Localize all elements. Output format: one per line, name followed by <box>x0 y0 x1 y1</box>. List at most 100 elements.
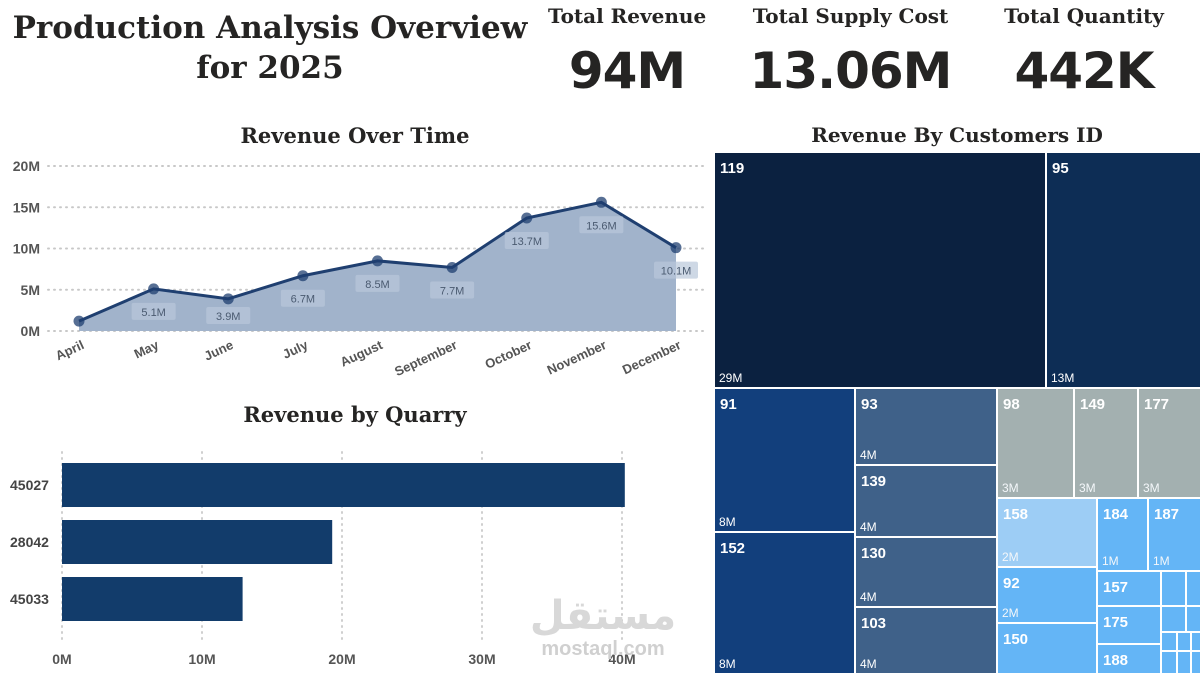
x-tick-label: 10M <box>188 651 215 667</box>
kpi-value: 442K <box>1014 42 1154 100</box>
kpi-total-supply-cost: Total Supply Cost 13.06M <box>748 4 953 100</box>
y-tick-label: 0M <box>21 323 40 339</box>
treemap-tile: 92 2M <box>998 568 1096 622</box>
data-point <box>222 293 234 305</box>
data-label-bg <box>206 307 251 324</box>
treemap-tile-id: 98 <box>1003 396 1020 413</box>
treemap-tile: 158 2M <box>998 499 1096 566</box>
y-tick-label: 28042 <box>10 534 49 550</box>
treemap-tile-id: 175 <box>1103 614 1129 631</box>
kpi-label: Total Supply Cost <box>752 4 949 28</box>
revenue-over-time-chart: 0M 5M 10M 15M 20M April 5.1M May 3.9M June 6.7M Jul… <box>13 158 707 379</box>
treemap-tile: 91 8M <box>715 389 854 531</box>
treemap-tile-small <box>1162 607 1185 631</box>
line-chart-title: Revenue Over Time <box>240 123 470 148</box>
treemap-tile-id: 152 <box>720 540 746 557</box>
treemap-tile: 119 29M <box>715 153 1045 387</box>
y-tick-label: 10M <box>13 241 40 257</box>
treemap-tile-value: 8M <box>719 657 736 671</box>
data-point <box>521 212 533 224</box>
treemap-tile-value: 4M <box>860 657 877 671</box>
treemap-tile-id: 95 <box>1052 160 1069 177</box>
treemap-tile-id: 149 <box>1080 396 1106 413</box>
watermark-text: mostaql.com <box>541 638 665 660</box>
treemap-tile-value: 8M <box>719 515 736 529</box>
treemap-tile: 149 3M <box>1075 389 1137 497</box>
treemap-tile-small <box>1192 633 1200 650</box>
data-label-bg <box>430 281 475 299</box>
treemap-tile: 177 3M <box>1139 389 1200 497</box>
revenue-by-quarry-chart: 0M 10M 20M 30M 40M 45027 28042 45033 <box>10 451 636 667</box>
treemap-tile-value: 3M <box>1079 481 1096 495</box>
x-tick-label: April <box>53 337 86 363</box>
treemap-tile: 98 3M <box>998 389 1073 497</box>
treemap-tile-small <box>1178 652 1190 673</box>
treemap-tile-value: 29M <box>719 371 743 385</box>
x-tick-label: December <box>620 337 683 377</box>
data-label: 5.1M <box>141 307 165 319</box>
data-point <box>297 270 309 282</box>
treemap-tile-id: 188 <box>1103 652 1129 669</box>
treemap-tile-id: 139 <box>861 473 887 490</box>
treemap-tile-id: 93 <box>861 396 878 413</box>
data-label: 6.7M <box>291 294 315 306</box>
bar <box>62 520 333 564</box>
data-label: 3.9M <box>216 311 240 323</box>
y-tick-label: 20M <box>13 158 40 174</box>
treemap-tile-id: 91 <box>720 396 737 413</box>
data-label-bg <box>579 216 624 234</box>
treemap-tile: 93 4M <box>856 389 996 464</box>
kpi-label: Total Quantity <box>1004 4 1164 28</box>
data-point <box>595 196 607 208</box>
page-title-line2: for 2025 <box>196 50 344 86</box>
data-point <box>446 261 458 273</box>
treemap-tile-value: 4M <box>860 520 877 534</box>
treemap-tile-value: 3M <box>1143 481 1160 495</box>
x-tick-label: October <box>483 337 535 372</box>
treemap-tile-value: 13M <box>1051 371 1075 385</box>
page-title-line1: Production Analysis Overview <box>12 10 528 46</box>
x-tick-label: 30M <box>468 651 495 667</box>
data-point <box>372 255 383 267</box>
data-label-bg <box>280 289 325 307</box>
y-tick-label: 15M <box>13 199 40 215</box>
treemap-tile-value: 2M <box>1002 550 1019 564</box>
kpi-value: 94M <box>568 42 686 100</box>
y-tick-label: 45033 <box>10 591 49 607</box>
treemap-tile-small <box>1162 652 1176 673</box>
treemap-tile: 152 8M <box>715 533 854 673</box>
treemap-tile-small <box>1162 572 1185 605</box>
treemap-tile: 139 4M <box>856 466 996 536</box>
kpi-total-revenue: Total Revenue 94M <box>548 4 706 100</box>
treemap-tile-id: 177 <box>1144 396 1170 413</box>
bar-chart-title: Revenue by Quarry <box>243 402 467 427</box>
treemap-title: Revenue By Customers ID <box>811 123 1103 147</box>
data-label: 10.1M <box>661 266 692 278</box>
x-tick-label: September <box>392 337 459 379</box>
data-point <box>148 283 160 295</box>
data-label: 13.7M <box>511 236 542 248</box>
treemap-tile: 157 <box>1098 572 1160 605</box>
treemap-tile-id: 157 <box>1103 579 1129 596</box>
treemap-tile: 175 <box>1098 607 1160 643</box>
x-tick-label: May <box>132 337 162 362</box>
data-label: 15.6M <box>586 220 617 232</box>
data-label-bg <box>654 261 698 279</box>
treemap-tile-small <box>1187 572 1200 605</box>
treemap-tile: 184 1M <box>1098 499 1147 570</box>
revenue-by-customers-treemap: 119 29M 95 13M 91 8M 152 8M 93 4M 139 4M 130 4M 103 4M 9… <box>715 153 1200 673</box>
treemap-tile-id: 187 <box>1154 506 1180 523</box>
bar <box>62 463 625 507</box>
data-label-bg <box>355 274 400 292</box>
treemap-tile-id: 150 <box>1003 631 1029 648</box>
data-point <box>73 315 85 327</box>
treemap-tile: 130 4M <box>856 538 996 606</box>
data-point <box>670 242 682 254</box>
treemap-tile-value: 4M <box>860 590 877 604</box>
y-tick-label: 5M <box>21 282 40 298</box>
x-tick-label: July <box>280 337 311 362</box>
treemap-tile-id: 119 <box>720 160 745 177</box>
x-tick-label: August <box>338 337 386 370</box>
x-tick-label: 20M <box>328 651 355 667</box>
treemap-tile-id: 92 <box>1003 575 1020 592</box>
